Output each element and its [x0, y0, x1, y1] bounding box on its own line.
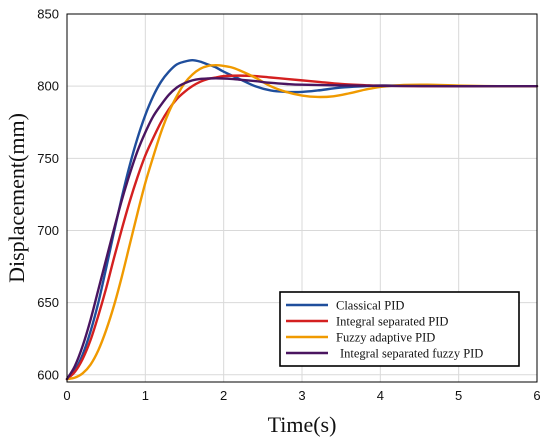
y-tick-label: 700 — [37, 223, 59, 238]
legend-label: Integral separated fuzzy PID — [340, 347, 483, 361]
y-tick-label: 650 — [37, 295, 59, 310]
x-tick-label: 5 — [455, 388, 462, 403]
y-tick-label: 600 — [37, 367, 59, 382]
y-tick-label: 750 — [37, 151, 59, 166]
y-axis-title: Displacement(mm) — [4, 113, 29, 283]
x-tick-label: 1 — [142, 388, 149, 403]
x-tick-label: 6 — [533, 388, 540, 403]
series-line-fuzzy-adaptive-pid — [65, 64, 539, 381]
y-tick-label: 800 — [37, 79, 59, 94]
x-axis-title: Time(s) — [268, 412, 337, 437]
series-group — [65, 58, 539, 381]
legend-label: Integral separated PID — [336, 315, 448, 329]
plot-frame — [66, 13, 538, 383]
legend-label: Fuzzy adaptive PID — [336, 331, 435, 345]
x-tick-label: 3 — [298, 388, 305, 403]
legend-label: Classical PID — [336, 299, 404, 313]
x-tick-label: 0 — [63, 388, 70, 403]
x-tick-label: 4 — [377, 388, 384, 403]
legend: Classical PID Integral separated PID Fuzzy… — [279, 291, 520, 367]
y-tick-label: 850 — [37, 7, 59, 22]
x-tick-label: 2 — [220, 388, 227, 403]
tick-labels: 0 1 2 3 4 5 6 600 650 700 750 800 850 — [37, 7, 540, 404]
series-line-integral-separated-fuzzy-pid — [65, 77, 539, 381]
